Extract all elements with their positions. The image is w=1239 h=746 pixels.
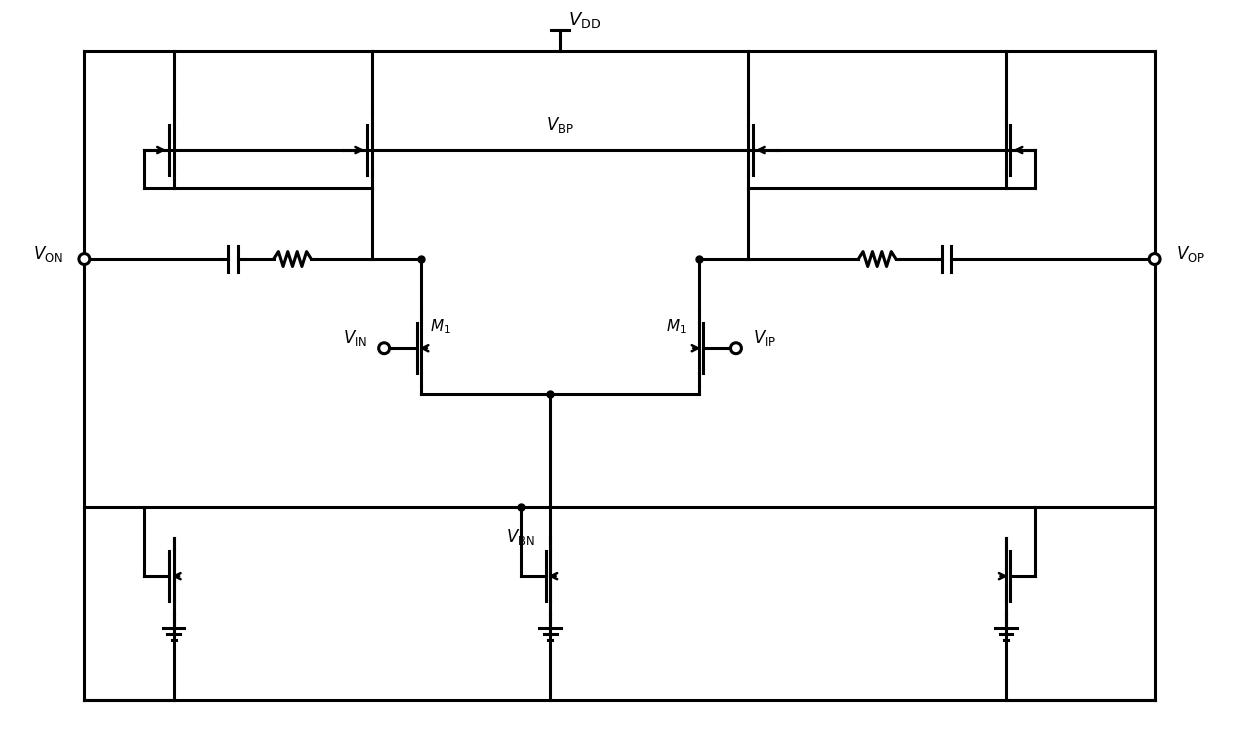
Text: $V_{\rm IP}$: $V_{\rm IP}$ xyxy=(753,328,776,348)
Text: $M_1$: $M_1$ xyxy=(667,317,686,336)
Text: $V_{\rm IN}$: $V_{\rm IN}$ xyxy=(343,328,367,348)
Circle shape xyxy=(379,342,389,354)
Circle shape xyxy=(1149,254,1160,265)
Text: $V_{\rm ON}$: $V_{\rm ON}$ xyxy=(32,244,63,264)
Text: $V_{\rm BP}$: $V_{\rm BP}$ xyxy=(546,115,574,135)
Circle shape xyxy=(731,342,741,354)
Text: $V_{\rm DD}$: $V_{\rm DD}$ xyxy=(567,10,601,31)
Text: $V_{\rm BN}$: $V_{\rm BN}$ xyxy=(507,527,535,547)
Text: $V_{\rm OP}$: $V_{\rm OP}$ xyxy=(1176,244,1206,264)
Text: $M_1$: $M_1$ xyxy=(430,317,451,336)
Circle shape xyxy=(79,254,90,265)
